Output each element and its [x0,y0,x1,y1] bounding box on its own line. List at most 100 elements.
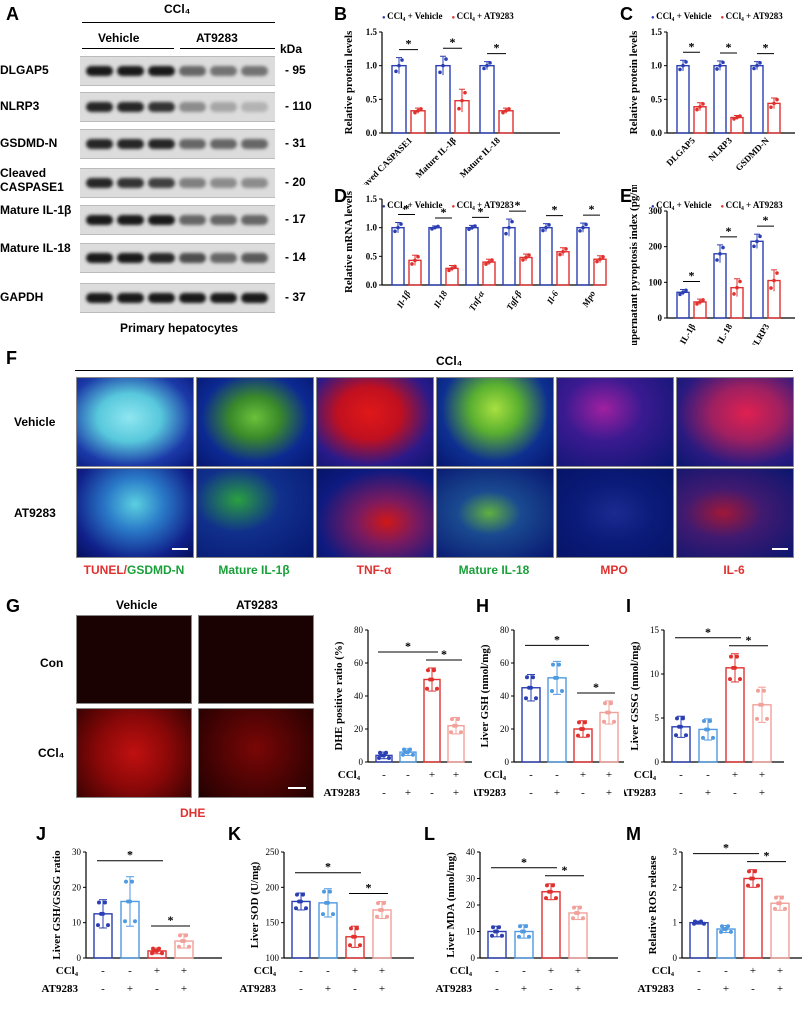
data-point [760,702,764,707]
data-point [544,896,548,901]
data-point [106,923,110,928]
data-point [182,939,186,944]
data-point [294,906,298,911]
y-tick-label: 100 [266,953,280,963]
blot-band [86,178,113,188]
data-point [304,906,308,911]
y-tick-label: 10 [72,918,82,928]
data-point [382,753,386,758]
y-axis-label: Liver MDA (nmol/mg) [445,852,457,958]
y-tick-label: 3 [673,847,678,857]
panel-f-label-mature-il-1: Mature IL-1β [218,563,290,577]
bar [770,902,790,959]
data-point [735,654,739,659]
data-point [551,883,555,888]
panel-f-label-tunel: TUNEL/ [83,563,127,577]
row-label-at9283: AT9283 [436,983,473,995]
bar [391,226,405,286]
x-tick-label: Il-1β [394,289,412,311]
chart-l: 0 10 20 30 40 Liver MDA (nmol/mg) * * CCl₄ AT9283… [436,847,618,995]
data-point [527,253,531,257]
blot-band [241,178,268,188]
data-point [772,101,776,106]
data-point [702,921,706,926]
data-point [419,107,423,111]
data-point [130,879,134,884]
x-tick-label: NLRP3 [706,135,734,163]
row-label-ccl4: CCl₄ [484,769,507,781]
blot-band [148,293,175,303]
data-point [484,262,488,266]
data-point [432,668,436,673]
data-point [438,70,442,75]
data-point [576,733,580,738]
panel-f-label-mature-il-18: Mature IL-18 [458,563,530,577]
data-point [601,254,605,259]
row-label-ccl4: CCl₄ [56,965,79,977]
y-tick-label: 40 [354,691,364,701]
panel-f-image-vehicle-il-6 [676,377,794,467]
blot-band [179,139,206,149]
data-point [97,900,101,905]
sign-at9283: + [181,983,187,995]
data-point [755,239,759,244]
row-label-ccl4: CCl₄ [634,769,657,781]
sig-star: * [763,213,769,227]
data-point [450,266,454,271]
blot-caption: Primary hepatocytes [120,321,239,335]
data-point [701,735,705,740]
data-point [534,696,538,701]
data-point [128,899,132,904]
panel-f-row-vehicle: Vehicle [14,415,56,429]
sign-ccl4: - [522,965,526,977]
data-point [706,727,710,732]
sign-ccl4: + [580,769,586,781]
panel-g-col-at9283: AT9283 [236,598,278,612]
sign-at9283: - [495,983,499,995]
blot-label-mature-il-1: Mature IL-1β [0,203,72,217]
data-point [349,926,353,931]
blot-band [210,253,237,263]
sig-star: * [764,849,770,863]
data-point [751,876,755,881]
sig-star: * [726,224,732,238]
chart-m: 0 1 2 3 Relative ROS release * * CCl₄ AT9283 - - - +… [638,841,802,995]
data-point [495,929,499,934]
data-point [435,686,439,691]
data-point [301,892,305,897]
panel-letter-m: M [626,824,641,844]
sign-ccl4: + [548,965,554,977]
blot-row-gapdh [80,283,275,313]
y-tick-label: 1.5 [651,27,663,37]
data-point [358,943,362,948]
blot-at9283-line [180,48,275,49]
y-tick-label: 30 [466,874,476,884]
x-tick-label: Tnf-α [467,288,487,312]
x-tick-label: DLGAP5 [664,135,697,168]
data-point [400,58,404,62]
legend-dot-at9283: ● [720,204,726,210]
data-point [490,933,494,938]
panel-f-image-at9283-tnf [316,468,434,558]
data-point [378,750,382,755]
sign-ccl4: + [181,965,187,977]
blot-label-dlgap5: DLGAP5 [0,63,49,77]
data-point [719,929,723,934]
data-point [684,288,688,293]
data-point [708,718,712,723]
data-point [410,262,414,266]
legend-dot-vehicle: ● [382,15,388,21]
sign-at9283: - [697,983,701,995]
legend-dot-at9283: ● [720,15,726,21]
data-point [684,733,688,738]
blot-band [241,102,268,112]
chart-k: 100 150 200 250 Liver SOD (U/mg) * * CCl₄ AT9283… [240,847,414,995]
bar [689,921,709,959]
sign-at9283: - [382,787,386,799]
data-point [724,927,728,932]
y-tick-label: 20 [500,724,510,734]
panel-f-image-vehicle-mpo [556,377,674,467]
data-point [746,883,750,888]
blot-band [86,253,113,263]
row-label-at9283: AT9283 [638,983,675,995]
